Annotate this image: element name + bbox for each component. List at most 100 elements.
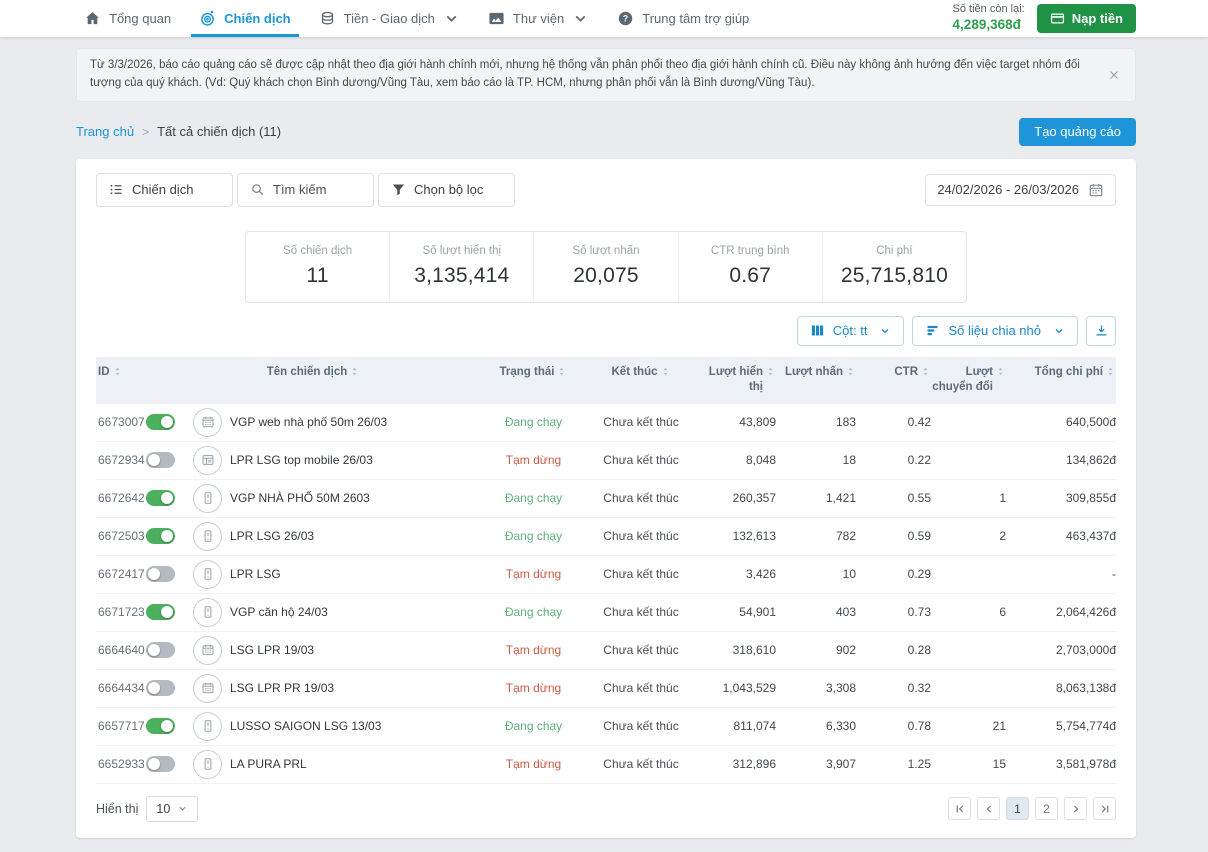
total-cost-value: 2,064,426đ [1006, 605, 1116, 619]
column-header-status[interactable]: Trạng thái [481, 365, 586, 381]
column-header-label: Tổng chi phí [1035, 365, 1103, 381]
stat-label: CTR trung bình [683, 245, 818, 257]
campaign-type-dropdown[interactable]: Chiến dịch [96, 173, 233, 207]
column-header-id[interactable]: ID [96, 365, 146, 381]
status-badge: Đang chạy [481, 415, 586, 429]
date-range-picker[interactable]: 24/02/2026 - 26/03/2026 [925, 174, 1116, 206]
nav-item-library[interactable]: Thư viện [474, 0, 603, 37]
create-ad-button[interactable]: Tạo quảng cáo [1019, 118, 1136, 146]
column-header-impressions[interactable]: Lượt hiển thị [696, 365, 776, 396]
sort-icon [112, 366, 123, 377]
column-header-cost[interactable]: Tổng chi phí [1006, 365, 1116, 381]
balance-value: 4,289,368đ [953, 17, 1025, 34]
column-header-end[interactable]: Kết thúc [586, 365, 696, 381]
campaign-toggle[interactable] [146, 414, 175, 430]
sort-icon [995, 366, 1006, 377]
campaign-toggle[interactable] [146, 604, 175, 620]
nav-item-overview[interactable]: Tổng quan [70, 0, 185, 37]
campaign-name[interactable]: LPR LSG [230, 567, 481, 581]
search-box[interactable] [237, 173, 374, 207]
columns-dropdown[interactable]: Cột: tt [797, 316, 905, 346]
pagination-page-button[interactable]: 1 [1006, 797, 1029, 820]
pagination-last-button[interactable] [1093, 797, 1116, 820]
end-date: Chưa kết thúc [586, 491, 696, 505]
campaigns-panel: Chiến dịch Chọn bộ lọc 24/02/2026 - 26/0… [76, 159, 1136, 838]
campaign-toggle[interactable] [146, 642, 175, 658]
chevron-down-icon [443, 10, 460, 27]
impressions-value: 8,048 [696, 453, 776, 467]
list-icon [109, 182, 124, 197]
campaign-name[interactable]: LPR LSG 26/03 [230, 529, 481, 543]
ctr-value: 0.29 [856, 567, 931, 581]
download-button[interactable] [1086, 316, 1116, 346]
campaign-toggle[interactable] [146, 566, 175, 582]
impressions-value: 43,809 [696, 415, 776, 429]
status-badge: Tạm dừng [481, 681, 586, 695]
column-header-conversions[interactable]: Lượt chuyển đổi [931, 365, 1006, 396]
nav-label: Chiến dịch [224, 11, 290, 26]
end-date: Chưa kết thúc [586, 681, 696, 695]
campaign-name[interactable]: LPR LSG top mobile 26/03 [230, 453, 481, 467]
coins-icon [319, 10, 336, 27]
clicks-value: 3,907 [776, 757, 856, 771]
page-size-select[interactable]: 10 [146, 796, 198, 822]
campaign-name[interactable]: VGP NHÀ PHỐ 50M 2603 [230, 491, 481, 505]
mobile-icon [193, 712, 222, 741]
breakdown-dropdown[interactable]: Số liệu chia nhỏ [912, 316, 1078, 346]
clicks-value: 18 [776, 453, 856, 467]
chevron-down-icon [177, 803, 188, 814]
pagination-page-button[interactable]: 2 [1035, 797, 1058, 820]
nav-item-help-center[interactable]: ? Trung tâm trợ giúp [603, 0, 763, 37]
campaign-toggle[interactable] [146, 680, 175, 696]
campaign-toggle[interactable] [146, 452, 175, 468]
prev-page-icon [983, 803, 995, 815]
first-page-icon [954, 803, 966, 815]
search-input[interactable] [273, 182, 363, 197]
column-header-name[interactable]: Tên chiến dịch [146, 365, 481, 381]
chevron-down-icon [879, 325, 891, 337]
stat-4: Chi phí 25,715,810 [823, 232, 966, 302]
nav-label: Tiền - Giao dịch [344, 11, 435, 26]
campaign-id: 6672417 [96, 567, 146, 581]
campaign-name[interactable]: LUSSO SAIGON LSG 13/03 [230, 719, 481, 733]
column-header-ctr[interactable]: CTR [856, 365, 931, 381]
stat-3: CTR trung bình 0.67 [679, 232, 823, 302]
clicks-value: 3,308 [776, 681, 856, 695]
top-navigation: Tổng quan Chiến dịch Tiền - Giao dịch Th… [0, 0, 1208, 37]
campaign-toggle[interactable] [146, 528, 175, 544]
calendar-grid-icon [193, 636, 222, 665]
nav-item-campaigns[interactable]: Chiến dịch [185, 0, 304, 37]
nav-item-transactions[interactable]: Tiền - Giao dịch [305, 0, 474, 37]
pagination-next-button[interactable] [1064, 797, 1087, 820]
table-row: 6664640 LSG LPR 19/03 Tạm dừng Chưa kết … [96, 632, 1116, 670]
topup-button[interactable]: Nạp tiền [1037, 4, 1136, 33]
campaign-name[interactable]: VGP web nhà phố 50m 26/03 [230, 415, 481, 429]
campaign-name[interactable]: LA PURA PRL [230, 757, 481, 771]
campaign-name[interactable]: VGP căn hộ 24/03 [230, 605, 481, 619]
campaign-toggle[interactable] [146, 756, 175, 772]
summary-stats: Số chiến dịch 11 Số lượt hiển thị 3,135,… [245, 231, 967, 303]
pagination-first-button[interactable] [948, 797, 971, 820]
total-cost-value: 309,855đ [1006, 491, 1116, 505]
close-icon[interactable] [1107, 68, 1121, 82]
campaign-name[interactable]: LSG LPR 19/03 [230, 643, 481, 657]
campaign-toggle[interactable] [146, 718, 175, 734]
total-cost-value: 134,862đ [1006, 453, 1116, 467]
conversions-value: 1 [931, 491, 1006, 505]
sort-icon [1105, 366, 1116, 377]
impressions-value: 260,357 [696, 491, 776, 505]
breadcrumb-home-link[interactable]: Trang chủ [76, 124, 134, 139]
total-cost-value: 8,063,138đ [1006, 681, 1116, 695]
column-header-clicks[interactable]: Lượt nhấn [776, 365, 856, 381]
column-header-label: Tên chiến dịch [267, 365, 348, 381]
campaign-name[interactable]: LSG LPR PR 19/03 [230, 681, 481, 695]
filter-dropdown[interactable]: Chọn bộ lọc [378, 173, 515, 207]
campaign-toggle[interactable] [146, 490, 175, 506]
ctr-value: 0.28 [856, 643, 931, 657]
impressions-value: 312,896 [696, 757, 776, 771]
end-date: Chưa kết thúc [586, 605, 696, 619]
clicks-value: 902 [776, 643, 856, 657]
column-header-label: ID [98, 365, 110, 381]
stat-value: 20,075 [538, 264, 673, 288]
pagination-prev-button[interactable] [977, 797, 1000, 820]
